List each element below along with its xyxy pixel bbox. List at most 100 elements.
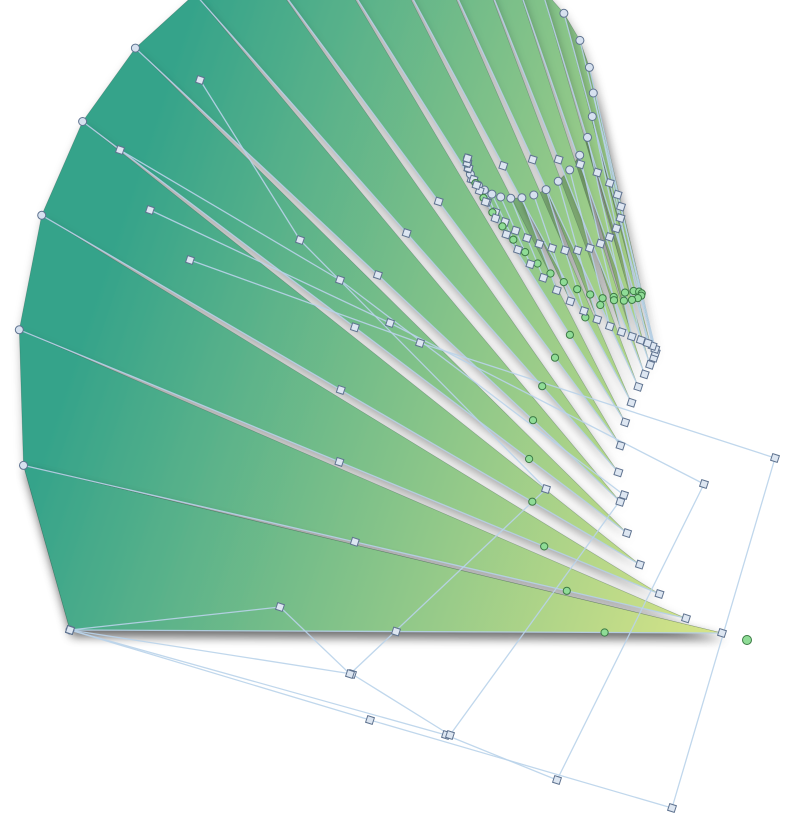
- midpoint-handle[interactable]: [584, 243, 595, 254]
- midpoint-handle[interactable]: [615, 213, 626, 224]
- frame-handle[interactable]: [444, 729, 456, 741]
- vertex-handle[interactable]: [587, 112, 597, 121]
- green-handle[interactable]: [609, 296, 619, 305]
- vertex-handle[interactable]: [517, 193, 527, 203]
- frame-handle[interactable]: [618, 489, 630, 501]
- midpoint-handle[interactable]: [611, 223, 622, 234]
- midpoint-handle[interactable]: [604, 231, 615, 243]
- tip-handle[interactable]: [680, 613, 692, 624]
- vertex-handle[interactable]: [565, 165, 575, 175]
- midpoint-handle[interactable]: [615, 201, 627, 212]
- vertex-handle[interactable]: [584, 62, 594, 72]
- midpoint-handle[interactable]: [560, 245, 571, 256]
- midpoint-handle[interactable]: [390, 626, 402, 637]
- tip-handle[interactable]: [551, 285, 562, 296]
- green-handle[interactable]: [509, 235, 518, 244]
- green-handle[interactable]: [619, 296, 629, 305]
- midpoint-handle[interactable]: [522, 232, 533, 244]
- midpoint-handle[interactable]: [604, 177, 615, 189]
- green-handle[interactable]: [562, 586, 571, 595]
- green-handle[interactable]: [627, 295, 637, 304]
- vertex-handle[interactable]: [583, 132, 592, 142]
- frame-handle[interactable]: [666, 802, 678, 814]
- tip-handle[interactable]: [480, 196, 491, 207]
- tip-handle[interactable]: [634, 559, 645, 570]
- midpoint-handle[interactable]: [334, 456, 345, 467]
- green-handle[interactable]: [546, 269, 555, 278]
- tip-handle[interactable]: [635, 335, 646, 346]
- tip-handle[interactable]: [592, 314, 603, 325]
- frame-handle[interactable]: [184, 254, 196, 266]
- tip-handle[interactable]: [633, 381, 644, 392]
- tip-handle[interactable]: [471, 180, 482, 191]
- tip-handle[interactable]: [525, 259, 536, 270]
- vertex-handle[interactable]: [588, 88, 598, 98]
- tip-handle[interactable]: [578, 305, 590, 317]
- green-handle[interactable]: [533, 259, 542, 268]
- frame-handle[interactable]: [194, 74, 206, 86]
- frame-handle[interactable]: [769, 452, 781, 464]
- midpoint-handle[interactable]: [527, 154, 538, 165]
- green-handle[interactable]: [528, 497, 537, 506]
- vertex-handle[interactable]: [575, 35, 585, 45]
- tip-handle[interactable]: [626, 397, 637, 408]
- frame-handle[interactable]: [294, 234, 306, 246]
- midpoint-handle[interactable]: [335, 384, 346, 395]
- frame-handle[interactable]: [698, 478, 710, 490]
- frame-handle[interactable]: [334, 274, 346, 286]
- midpoint-handle[interactable]: [575, 159, 586, 170]
- frame-handle[interactable]: [144, 204, 156, 216]
- tip-handle[interactable]: [615, 440, 626, 451]
- vertex-handle[interactable]: [529, 190, 539, 200]
- green-handle[interactable]: [521, 248, 530, 257]
- vertex-handle[interactable]: [541, 185, 551, 195]
- frame-handle[interactable]: [384, 317, 396, 329]
- tip-handle[interactable]: [616, 326, 627, 338]
- frame-handle[interactable]: [344, 668, 356, 680]
- vertex-handle[interactable]: [559, 8, 569, 18]
- green-handle[interactable]: [559, 278, 568, 287]
- midpoint-handle[interactable]: [547, 243, 558, 254]
- vertex-handle[interactable]: [19, 460, 28, 470]
- midpoint-handle[interactable]: [553, 154, 564, 165]
- midpoint-handle[interactable]: [349, 536, 360, 547]
- frame-handle[interactable]: [414, 337, 426, 349]
- midpoint-handle[interactable]: [572, 245, 583, 256]
- frame-handle[interactable]: [114, 144, 126, 156]
- green-handle[interactable]: [528, 416, 538, 425]
- midpoint-handle[interactable]: [510, 225, 521, 236]
- tip-handle[interactable]: [615, 496, 626, 507]
- green-handle[interactable]: [525, 454, 534, 464]
- vertex-handle[interactable]: [496, 192, 506, 202]
- green-handle[interactable]: [586, 290, 595, 299]
- green-handle[interactable]: [540, 542, 549, 551]
- frame-handle[interactable]: [274, 601, 286, 613]
- frame-handle[interactable]: [551, 774, 563, 786]
- tip-handle[interactable]: [604, 321, 615, 332]
- tip-handle[interactable]: [639, 369, 650, 380]
- tip-handle[interactable]: [490, 213, 501, 224]
- tip-handle[interactable]: [654, 588, 665, 600]
- green-handle[interactable]: [620, 288, 630, 297]
- tip-handle[interactable]: [716, 627, 728, 639]
- tip-handle[interactable]: [512, 244, 524, 255]
- green-handle[interactable]: [596, 300, 605, 310]
- green-handle[interactable]: [598, 294, 607, 303]
- green-handle[interactable]: [600, 628, 609, 637]
- midpoint-handle[interactable]: [433, 196, 444, 207]
- vertex-handle[interactable]: [14, 325, 24, 335]
- tip-handle[interactable]: [538, 272, 549, 283]
- midpoint-handle[interactable]: [595, 238, 606, 249]
- vertex-handle[interactable]: [506, 193, 516, 203]
- tip-handle[interactable]: [622, 528, 633, 539]
- green-handle[interactable]: [498, 222, 507, 231]
- tip-handle[interactable]: [565, 296, 576, 307]
- frame-handle[interactable]: [364, 714, 376, 726]
- vertex-handle[interactable]: [575, 150, 585, 160]
- tip-handle[interactable]: [620, 417, 631, 428]
- frame-handle[interactable]: [540, 483, 552, 495]
- tip-handle[interactable]: [462, 153, 473, 164]
- midpoint-handle[interactable]: [349, 322, 360, 333]
- vertex-handle[interactable]: [37, 210, 47, 220]
- green-handle[interactable]: [742, 635, 752, 645]
